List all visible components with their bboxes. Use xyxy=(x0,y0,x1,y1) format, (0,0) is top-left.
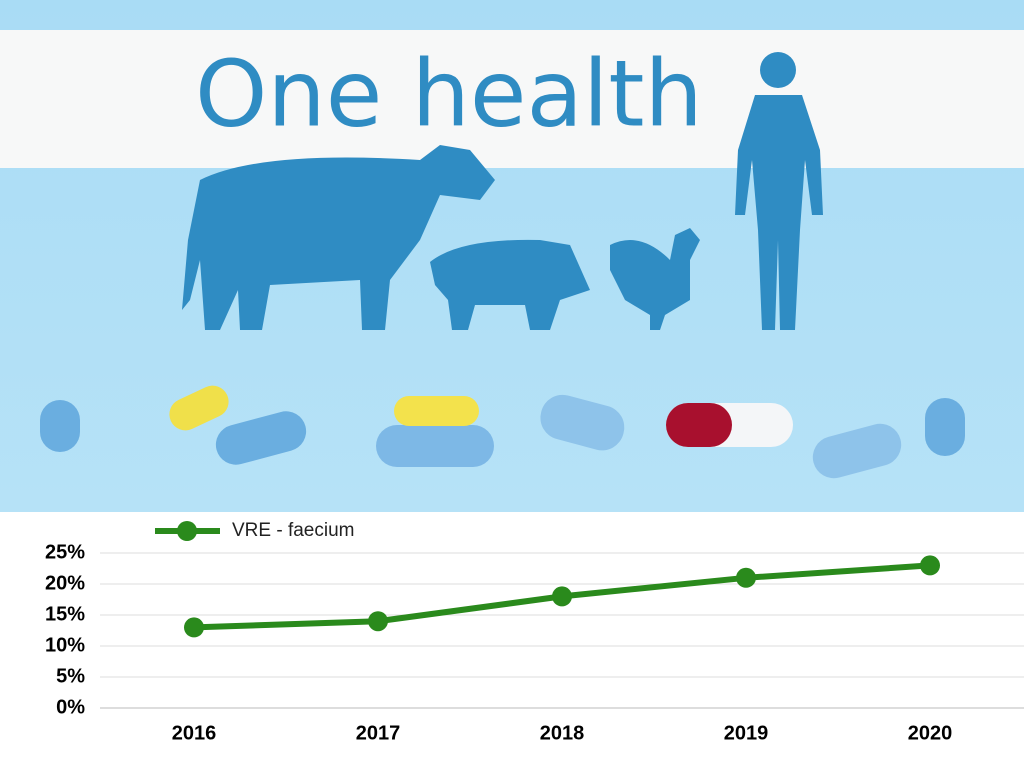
banner-title: One health xyxy=(195,40,703,147)
title-band xyxy=(0,30,1024,168)
y-tick-label: 15% xyxy=(45,603,85,625)
y-tick-label: 20% xyxy=(45,572,85,594)
pill xyxy=(812,423,902,479)
y-tick-label: 25% xyxy=(45,541,85,563)
cow xyxy=(182,145,495,330)
x-tick-label: 2018 xyxy=(540,722,585,744)
silhouettes xyxy=(182,52,823,330)
point-marker xyxy=(920,555,940,576)
chicken xyxy=(610,228,700,330)
y-tick-label: 0% xyxy=(56,696,85,718)
y-tick-label: 10% xyxy=(45,634,85,656)
pill xyxy=(925,398,965,456)
point-marker xyxy=(736,567,756,588)
legend-label: VRE - faecium xyxy=(232,520,354,541)
pill xyxy=(540,394,625,451)
pill xyxy=(40,400,80,452)
pill xyxy=(376,425,494,467)
y-tick-label: 5% xyxy=(56,665,85,687)
pill xyxy=(215,411,307,465)
pill-red xyxy=(666,403,732,447)
point-marker xyxy=(368,611,388,632)
banner-image: One health xyxy=(0,0,1024,512)
pill xyxy=(169,385,229,431)
x-tick-label: 2019 xyxy=(724,722,769,744)
point-marker xyxy=(552,586,572,607)
point-marker xyxy=(184,617,204,638)
pills xyxy=(40,385,965,479)
x-tick-label: 2016 xyxy=(172,722,217,744)
legend-marker xyxy=(177,521,197,541)
chart: 0% 5% 10% 15% 20% 25% 2016 2017 2018 2019 2020 VRE … xyxy=(45,520,1024,744)
x-tick-label: 2017 xyxy=(356,722,401,744)
pig xyxy=(430,239,590,330)
human-head xyxy=(760,52,796,88)
human xyxy=(735,95,823,330)
pill xyxy=(394,396,479,426)
x-tick-label: 2020 xyxy=(908,722,953,744)
